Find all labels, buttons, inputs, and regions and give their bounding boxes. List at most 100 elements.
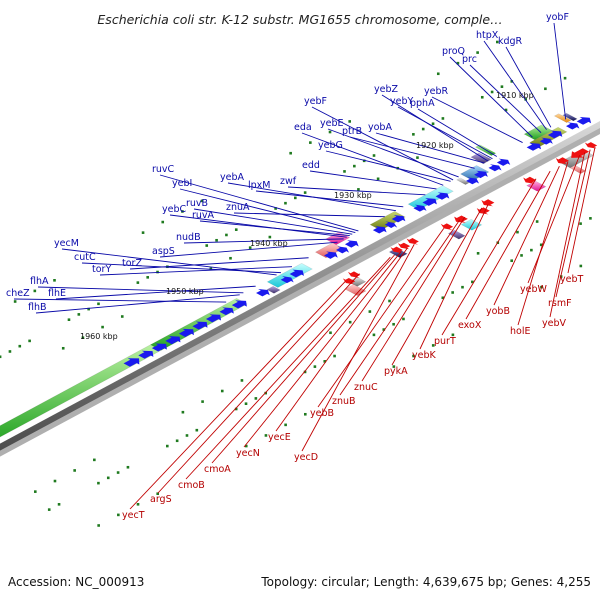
- gene-label-ruvC: ruvC: [152, 164, 175, 175]
- tick-mark: [175, 439, 179, 443]
- gene-label-yobA: yobA: [368, 122, 392, 133]
- leader-line-reverse: [465, 170, 551, 320]
- reverse-gene-arrow: [476, 207, 490, 215]
- tick-mark: [431, 122, 435, 126]
- feature-block-top: [266, 262, 313, 288]
- tick-mark: [461, 285, 464, 289]
- tick-mark: [510, 80, 514, 83]
- reverse-gene-arrow: [523, 176, 537, 184]
- tick-mark: [496, 40, 499, 44]
- leader-line-forward: [99, 266, 292, 276]
- gene-label-pykA: pykA: [384, 366, 408, 377]
- tick-mark: [264, 434, 268, 437]
- tick-mark: [117, 513, 120, 517]
- reverse-gene-arrow: [555, 157, 569, 165]
- tick-mark: [328, 130, 332, 134]
- tick-mark: [382, 328, 386, 331]
- map-title: Escherichia coli str. K-12 substr. MG165…: [97, 12, 502, 27]
- forward-gene-arrow: [344, 240, 359, 248]
- feature-block-top: [266, 285, 281, 294]
- gene-label-htpX: htpX: [476, 30, 499, 41]
- tick-mark: [0, 355, 2, 359]
- gene-label-argS: argS: [150, 494, 172, 505]
- tick-mark: [141, 231, 145, 234]
- tick-mark: [136, 281, 140, 284]
- tick-mark: [368, 310, 372, 313]
- leader-line-reverse: [301, 244, 415, 452]
- tick-mark: [240, 379, 244, 382]
- tick-mark: [388, 299, 391, 303]
- tick-mark: [205, 244, 209, 247]
- forward-gene-arrow: [256, 289, 270, 297]
- tick-mark: [234, 407, 238, 411]
- feature-block-top: [553, 113, 572, 123]
- gene-label-yebV: yebV: [542, 318, 566, 329]
- gene-label-ruvA: ruvA: [192, 210, 215, 221]
- forward-gene-arrow: [280, 276, 294, 284]
- tick-mark: [451, 333, 455, 337]
- tick-mark: [520, 254, 523, 257]
- feature-block-top: [314, 242, 344, 259]
- tick-mark: [97, 302, 100, 306]
- tick-mark: [101, 325, 104, 329]
- leader-line-forward: [397, 106, 493, 160]
- leader-line-forward: [169, 214, 347, 238]
- tick-mark: [303, 370, 307, 374]
- tick-mark: [34, 490, 37, 493]
- tick-mark: [416, 156, 419, 159]
- leader-line-forward: [255, 190, 404, 208]
- forward-gene-arrow: [435, 192, 450, 200]
- gene-label-flhB: flhB: [28, 302, 47, 313]
- tick-mark: [61, 346, 65, 350]
- forward-gene-arrow: [526, 143, 542, 151]
- tick-mark: [81, 336, 85, 339]
- tick-mark: [544, 87, 547, 91]
- tick-mark: [516, 230, 519, 234]
- chromosome-backbone: [0, 121, 600, 457]
- leader-line-forward: [233, 212, 385, 218]
- tick-mark: [357, 188, 360, 191]
- tick-mark: [215, 238, 218, 242]
- tick-mark: [185, 434, 189, 437]
- tick-mark: [93, 458, 96, 462]
- tick-mark: [284, 423, 287, 427]
- leader-line-reverse: [361, 216, 466, 382]
- gene-label-lpxM: lpxM: [248, 180, 271, 191]
- reverse-gene-arrow: [584, 142, 598, 149]
- tick-mark: [362, 159, 366, 163]
- leader-line-forward: [13, 298, 227, 303]
- gene-label-eda: eda: [294, 122, 312, 133]
- tick-mark: [181, 410, 185, 414]
- forward-gene-arrow: [566, 122, 580, 130]
- tick-mark: [476, 51, 479, 54]
- tick-mark: [87, 307, 90, 311]
- backbone-bar: [0, 121, 600, 451]
- reverse-gene-arrow: [390, 246, 403, 254]
- tick-mark: [67, 318, 71, 321]
- tick-mark: [333, 354, 336, 358]
- forward-gene-arrow: [231, 300, 247, 309]
- gene-label-proQ: proQ: [442, 46, 465, 57]
- tick-mark: [195, 428, 199, 432]
- kbp-marker: 1950 kbp: [166, 287, 204, 296]
- tick-mark: [313, 365, 317, 368]
- tick-mark: [13, 300, 17, 303]
- reverse-gene-arrow: [481, 199, 495, 207]
- tick-mark: [57, 503, 61, 506]
- leader-line-forward: [61, 248, 277, 276]
- leader-line-forward: [35, 294, 240, 314]
- tick-mark: [500, 85, 504, 88]
- leader-line-forward: [417, 108, 498, 157]
- tick-mark: [348, 120, 351, 123]
- forward-gene-arrow: [205, 314, 222, 323]
- reverse-gene-arrow: [571, 148, 590, 158]
- tick-mark: [372, 333, 376, 337]
- tick-mark: [244, 402, 248, 406]
- tick-mark: [73, 469, 76, 472]
- leader-line-reverse: [185, 256, 391, 480]
- tick-mark: [563, 76, 567, 80]
- leader-line-forward: [375, 132, 485, 164]
- gene-label-flhE: flhE: [48, 288, 66, 299]
- tick-mark: [309, 141, 312, 144]
